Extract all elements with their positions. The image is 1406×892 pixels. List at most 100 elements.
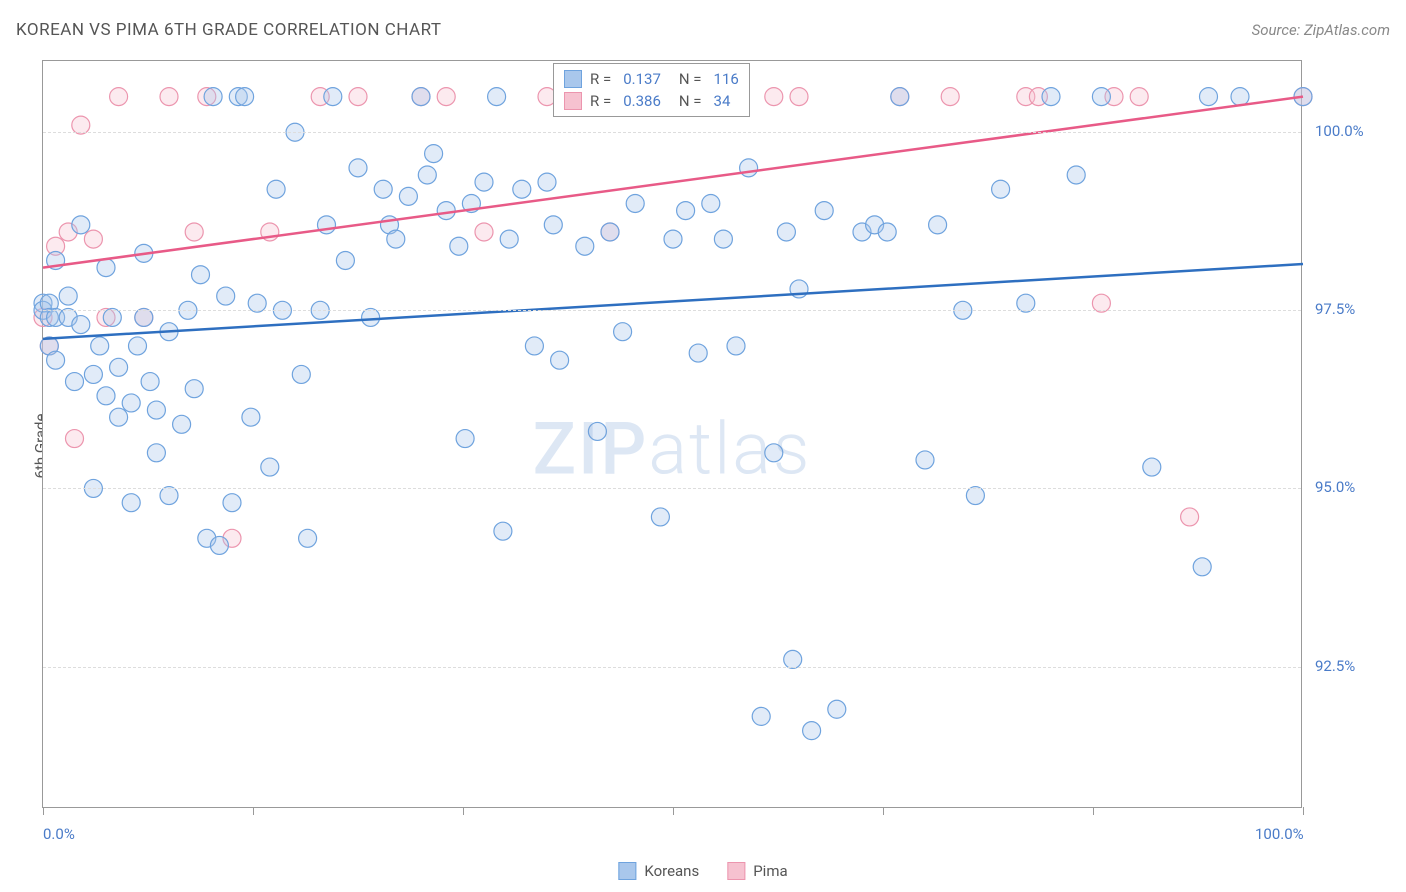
- data-point: [204, 88, 222, 106]
- data-point: [349, 88, 367, 106]
- data-point: [122, 494, 140, 512]
- data-point: [147, 444, 165, 462]
- legend-correlation: R =0.137N =116R =0.386N =34: [553, 63, 750, 117]
- gridline: [43, 488, 1301, 489]
- data-point: [122, 394, 140, 412]
- data-point: [992, 180, 1010, 198]
- legend-swatch: [618, 862, 636, 880]
- data-point: [651, 508, 669, 526]
- data-point: [727, 337, 745, 355]
- data-point: [765, 444, 783, 462]
- data-point: [374, 180, 392, 198]
- data-point: [110, 88, 128, 106]
- data-point: [500, 230, 518, 248]
- data-point: [242, 408, 260, 426]
- data-point: [141, 373, 159, 391]
- data-point: [1193, 558, 1211, 576]
- data-point: [677, 202, 695, 220]
- data-point: [929, 216, 947, 234]
- x-tick: [1303, 807, 1304, 815]
- data-point: [1092, 88, 1110, 106]
- data-point: [777, 223, 795, 241]
- data-point: [336, 251, 354, 269]
- data-point: [614, 323, 632, 341]
- x-tick: [463, 807, 464, 815]
- x-tick: [1093, 807, 1094, 815]
- data-point: [765, 88, 783, 106]
- data-point: [192, 266, 210, 284]
- legend-swatch: [727, 862, 745, 880]
- data-point: [1143, 458, 1161, 476]
- gridline: [43, 132, 1301, 133]
- data-point: [1067, 166, 1085, 184]
- data-point: [828, 700, 846, 718]
- chart-title: KOREAN VS PIMA 6TH GRADE CORRELATION CHA…: [16, 20, 442, 40]
- data-point: [412, 88, 430, 106]
- x-tick-label: 100.0%: [1255, 825, 1304, 843]
- data-point: [689, 344, 707, 362]
- data-point: [450, 237, 468, 255]
- data-point: [1231, 88, 1249, 106]
- data-point: [551, 351, 569, 369]
- data-point: [110, 358, 128, 376]
- data-point: [66, 430, 84, 448]
- data-point: [160, 88, 178, 106]
- data-point: [267, 180, 285, 198]
- data-point: [292, 365, 310, 383]
- data-point: [664, 230, 682, 248]
- x-tick: [883, 807, 884, 815]
- legend-row: R =0.137N =116: [564, 68, 739, 90]
- data-point: [437, 88, 455, 106]
- data-point: [601, 223, 619, 241]
- x-tick-label: 0.0%: [43, 825, 75, 843]
- data-point: [72, 216, 90, 234]
- legend-swatch: [564, 92, 582, 110]
- data-point: [513, 180, 531, 198]
- legend-item: Koreans: [618, 862, 699, 880]
- data-point: [475, 223, 493, 241]
- legend-label: Pima: [753, 862, 787, 880]
- y-tick-label: 100.0%: [1315, 122, 1364, 140]
- data-point: [494, 522, 512, 540]
- data-point: [349, 159, 367, 177]
- gridline: [43, 310, 1301, 311]
- data-point: [576, 237, 594, 255]
- legend-row: R =0.386N =34: [564, 90, 739, 112]
- legend-n-value: 116: [714, 70, 739, 88]
- data-point: [185, 380, 203, 398]
- source-attribution: Source: ZipAtlas.com: [1252, 21, 1390, 39]
- data-point: [941, 88, 959, 106]
- x-tick: [253, 807, 254, 815]
- data-point: [47, 351, 65, 369]
- data-point: [387, 230, 405, 248]
- data-point: [84, 230, 102, 248]
- data-point: [803, 722, 821, 740]
- data-point: [1181, 508, 1199, 526]
- data-point: [878, 223, 896, 241]
- data-point: [66, 373, 84, 391]
- data-point: [425, 145, 443, 163]
- data-point: [544, 216, 562, 234]
- data-point: [299, 529, 317, 547]
- data-point: [418, 166, 436, 184]
- data-point: [185, 223, 203, 241]
- data-point: [456, 430, 474, 448]
- legend-series: Koreans Pima: [618, 862, 787, 880]
- data-point: [217, 287, 235, 305]
- data-point: [525, 337, 543, 355]
- legend-n-value: 34: [714, 92, 731, 110]
- data-point: [324, 88, 342, 106]
- data-point: [97, 259, 115, 277]
- data-point: [815, 202, 833, 220]
- data-point: [702, 194, 720, 212]
- data-point: [1200, 88, 1218, 106]
- plot-area: ZIPatlas R =0.137N =116R =0.386N =34 92.…: [42, 60, 1302, 808]
- legend-r-value: 0.386: [623, 92, 661, 110]
- data-point: [588, 422, 606, 440]
- x-tick: [43, 807, 44, 815]
- data-point: [84, 365, 102, 383]
- data-point: [916, 451, 934, 469]
- data-point: [129, 337, 147, 355]
- legend-swatch: [564, 70, 582, 88]
- legend-n-label: N =: [679, 70, 702, 88]
